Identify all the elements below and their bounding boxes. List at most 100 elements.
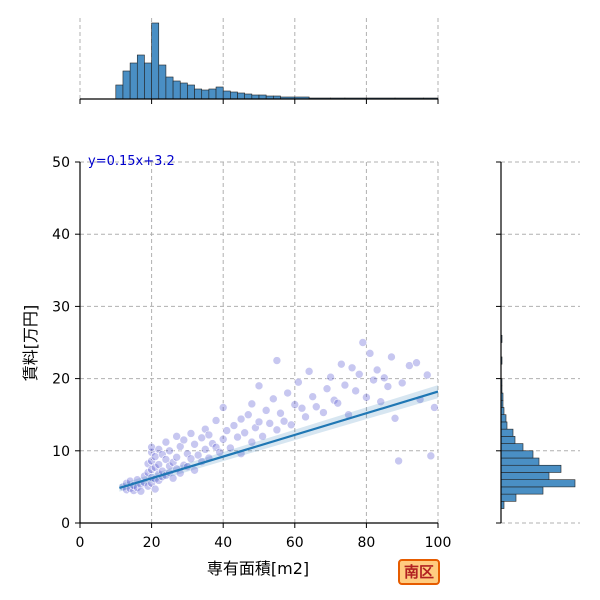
- scatter-point: [158, 450, 167, 459]
- scatter-point: [272, 425, 282, 435]
- scatter-point: [186, 454, 196, 464]
- scatter-point: [283, 388, 292, 398]
- right-histogram-bar: [500, 457, 540, 466]
- scatter-point: [272, 356, 282, 365]
- x-tick-label: 100: [425, 535, 452, 551]
- right-histogram-bar: [500, 486, 544, 495]
- scatter-point: [376, 397, 386, 407]
- scatter-point: [422, 370, 432, 380]
- y-tick-label: 30: [52, 299, 70, 315]
- top-histogram-bar: [215, 86, 224, 100]
- scatter-point: [150, 452, 160, 461]
- scatter-point: [136, 486, 146, 496]
- top-histogram-bar: [136, 54, 145, 100]
- scatter-point: [147, 442, 156, 452]
- scatter-point: [319, 408, 328, 417]
- scatter-point: [172, 452, 181, 462]
- top-histogram-bar: [144, 62, 152, 100]
- scatter-point: [229, 421, 239, 430]
- scatter-point: [372, 365, 382, 375]
- axes: 0 20 40 60 80 100 0 10 20 30 40 50: [52, 98, 502, 551]
- top-histogram-bar: [129, 62, 138, 100]
- y-tick-label: 20: [52, 372, 70, 388]
- top-histogram-bar: [179, 82, 188, 100]
- scatter-point: [354, 369, 364, 379]
- right-histogram-bar: [500, 428, 514, 437]
- top-histogram-bar: [194, 88, 203, 100]
- top-histogram-bar: [158, 64, 167, 100]
- scatter-point: [208, 439, 217, 448]
- scatter-point: [304, 367, 314, 376]
- scatter-point: [179, 435, 189, 445]
- scatter-point: [362, 393, 371, 402]
- scatter-point: [337, 359, 346, 369]
- top-histogram: [115, 22, 439, 100]
- scatter-point: [218, 403, 228, 412]
- scatter-point: [412, 358, 421, 368]
- scatter-point: [243, 410, 253, 420]
- top-histogram-bar: [165, 76, 174, 100]
- top-histogram-bar: [230, 91, 238, 100]
- scatter-point: [129, 486, 138, 495]
- scatter-point: [347, 363, 357, 373]
- scatter-point: [150, 484, 160, 494]
- scatter-point: [261, 406, 271, 415]
- scatter-point: [215, 447, 224, 457]
- scatter-point: [333, 398, 343, 408]
- top-histogram-bar: [151, 22, 160, 100]
- scatter-point: [311, 402, 321, 412]
- y-axis-title: 賃料[万円]: [21, 305, 40, 382]
- scatter-point: [276, 408, 285, 418]
- scatter-point: [358, 338, 368, 347]
- right-histogram-bar: [500, 450, 534, 459]
- top-histogram-bar: [201, 89, 210, 100]
- scatter-point: [211, 442, 221, 452]
- scatter-point: [254, 417, 264, 427]
- y-tick-label: 50: [52, 155, 70, 171]
- scatter-point: [211, 416, 221, 425]
- scatter-point: [183, 449, 192, 458]
- top-histogram-bar: [208, 88, 217, 100]
- top-histogram-bar: [222, 90, 231, 100]
- scatter-point: [329, 395, 339, 405]
- scatter-point: [294, 377, 303, 387]
- scatter-point: [405, 361, 414, 370]
- scatter-point: [172, 432, 181, 441]
- scatter-point: [143, 468, 153, 477]
- scatter-point: [426, 451, 436, 461]
- scatter-point: [394, 456, 403, 466]
- scatter-point: [297, 403, 307, 413]
- right-histogram-bar: [500, 443, 524, 452]
- scatter-point: [201, 445, 210, 454]
- scatter-point: [150, 463, 160, 472]
- scatter-point: [326, 372, 335, 382]
- regression-line-group: [119, 385, 439, 492]
- scatter-point: [197, 433, 207, 443]
- regression-line: [119, 390, 439, 490]
- y-tick-label: 0: [61, 516, 70, 532]
- right-histogram-bar: [500, 493, 517, 502]
- scatter-point: [397, 378, 407, 388]
- scatter-point: [279, 416, 289, 426]
- scatter-point: [222, 426, 232, 435]
- scatter-point: [218, 434, 228, 444]
- right-histogram-bar: [500, 464, 562, 473]
- right-histogram-bar: [500, 479, 576, 488]
- top-histogram-bar: [115, 84, 124, 100]
- x-tick-label: 40: [214, 535, 232, 551]
- y-tick-label: 40: [52, 227, 70, 243]
- scatter-point: [168, 458, 178, 467]
- right-histogram-bar: [500, 472, 550, 480]
- scatter-point: [186, 429, 196, 438]
- scatter-point: [247, 437, 257, 447]
- scatter-point: [236, 414, 246, 424]
- top-histogram-bar: [122, 70, 131, 100]
- scatter-point: [190, 440, 199, 449]
- scatter-point: [351, 386, 360, 396]
- scatter-point: [269, 394, 278, 404]
- scatter-point: [154, 460, 164, 469]
- scatter-point: [265, 419, 275, 428]
- scatter-point: [308, 392, 318, 401]
- right-histogram-bar: [500, 421, 508, 430]
